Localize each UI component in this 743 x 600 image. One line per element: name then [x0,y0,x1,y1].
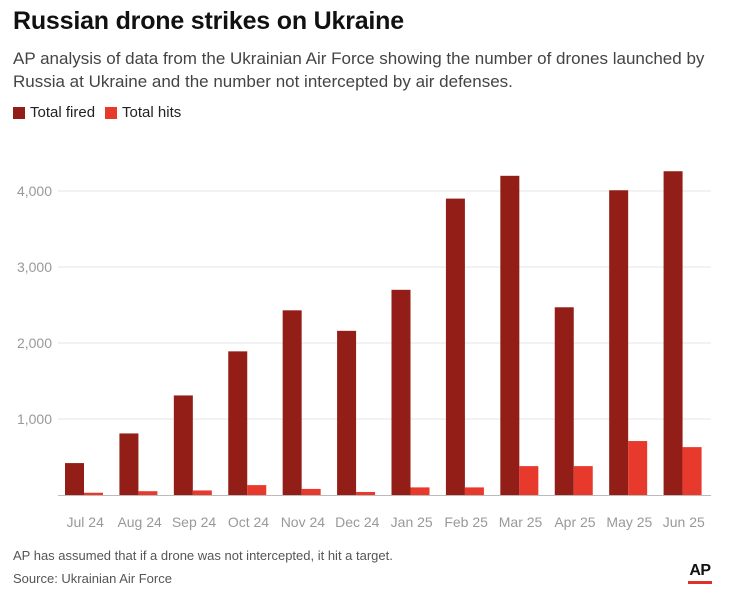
bar-total-hits [573,466,593,495]
y-tick-label: 1,000 [17,411,52,427]
legend-swatch-total-fired [13,106,25,119]
x-tick-label: Dec 24 [335,514,380,530]
bar-total-hits [464,487,484,495]
legend-label-total-hits: Total hits [122,104,182,121]
x-tick-label: Feb 25 [444,514,488,530]
y-tick-label: 2,000 [17,335,52,351]
bar-total-fired [609,190,629,496]
x-tick-label: Jan 25 [391,514,433,530]
bar-total-hits [301,488,321,495]
x-tick-label: Apr 25 [554,514,595,530]
bar-total-fired [65,463,84,495]
ap-logo-underline [688,581,712,584]
chart-note: AP has assumed that if a drone was not i… [13,548,393,563]
bar-total-fired [391,289,411,495]
bar-total-fired [337,330,357,495]
ap-logo: AP [688,562,712,584]
bar-total-fired [445,198,465,495]
bar-total-hits [84,492,103,495]
x-tick-label: Jul 24 [67,514,105,530]
legend-item-total-fired: Total fired [13,104,95,121]
bar-total-hits [356,491,376,495]
bar-total-fired [173,395,193,495]
x-tick-label: Jun 25 [663,514,705,530]
bar-total-hits [628,441,648,495]
bar-total-fired [500,175,520,496]
x-tick-label: Sep 24 [172,514,217,530]
bar-total-fired [282,310,302,495]
bar-total-hits [247,485,267,495]
bar-total-fired [119,433,139,495]
bar-total-hits [519,466,539,495]
chart-title: Russian drone strikes on Ukraine [13,7,404,35]
chart-legend: Total fired Total hits [13,104,191,121]
y-tick-label: 4,000 [17,183,52,199]
bar-total-fired [554,307,574,495]
y-tick-label: 3,000 [17,259,52,275]
ap-logo-text: AP [689,562,711,579]
chart-subtitle: AP analysis of data from the Ukrainian A… [13,49,705,91]
x-tick-label: May 25 [606,514,652,530]
bar-total-hits [192,490,212,495]
bar-total-fired [663,171,683,496]
legend-item-total-hits: Total hits [105,104,181,121]
bar-total-fired [228,351,248,495]
legend-label-total-fired: Total fired [30,104,96,121]
x-tick-label: Nov 24 [281,514,326,530]
bar-total-hits [138,491,158,495]
x-tick-label: Oct 24 [228,514,269,530]
bar-total-hits [410,487,430,495]
bar-total-hits [682,447,702,495]
legend-swatch-total-hits [105,106,118,119]
x-tick-label: Mar 25 [499,514,543,530]
bar-chart: 1,000 2,000 3,000 4,000 Jul 24 Aug 24 Sep 24 Oc… [17,171,711,530]
x-tick-label: Aug 24 [117,514,162,530]
chart-source: Source: Ukrainian Air Force [13,571,172,586]
